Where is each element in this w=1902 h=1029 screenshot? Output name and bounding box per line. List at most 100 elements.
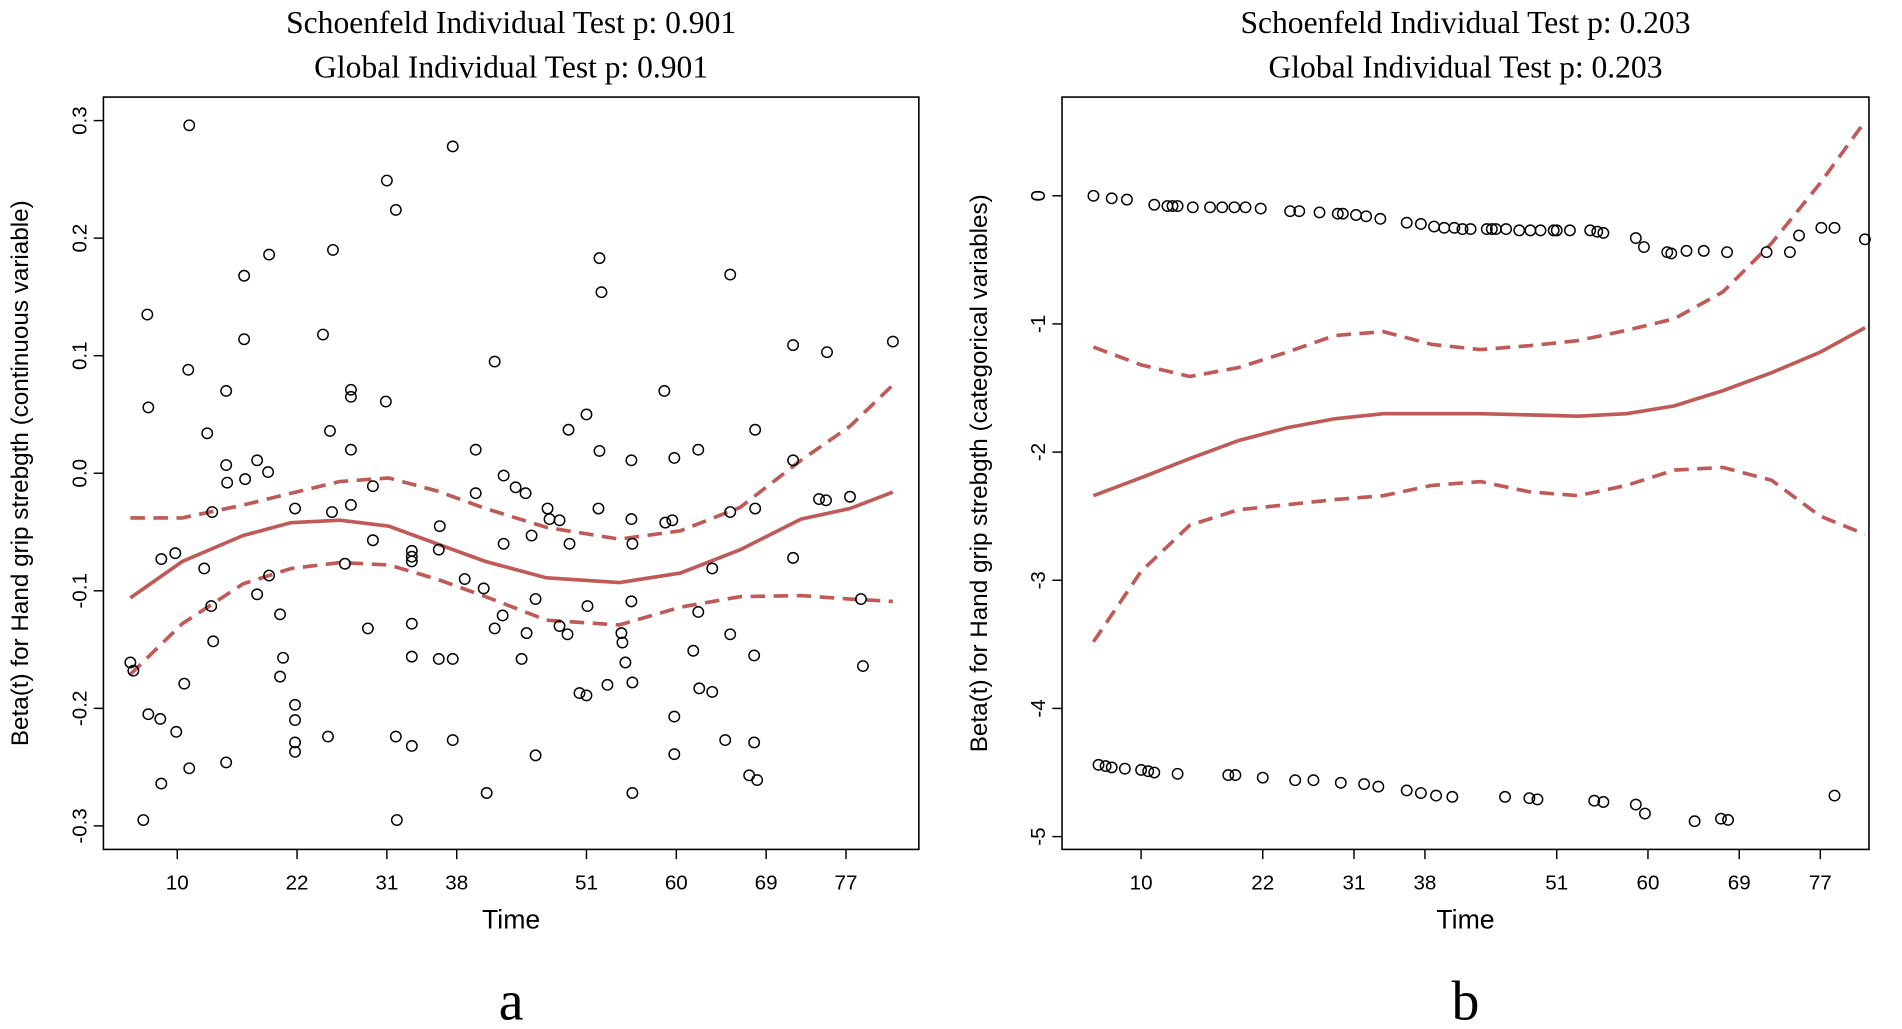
point [263, 569, 276, 582]
point [658, 385, 671, 397]
point [593, 252, 606, 265]
point [405, 740, 418, 752]
point [488, 355, 501, 368]
point [327, 243, 339, 256]
point [525, 529, 538, 542]
point [469, 487, 482, 500]
point [1360, 210, 1373, 223]
point [289, 502, 301, 515]
point [1597, 796, 1610, 808]
point [1239, 201, 1252, 214]
point [1284, 205, 1297, 218]
point [317, 328, 329, 341]
point [619, 656, 632, 669]
x-tick-label: 10 [1130, 871, 1153, 894]
point [1400, 784, 1413, 797]
y-tick-label: 0.2 [68, 224, 91, 253]
point [207, 635, 220, 648]
y-tick-label: -0.3 [68, 808, 91, 844]
point [154, 712, 167, 725]
point [274, 670, 287, 683]
point [592, 502, 605, 515]
point [1534, 224, 1547, 237]
chart-title: Schoenfeld Individual Test p: 0.901 [286, 5, 736, 40]
x-axis-label: Time [482, 904, 540, 934]
confidence-band-line [1092, 120, 1867, 379]
x-tick-label: 38 [445, 871, 468, 894]
y-tick-label: 0.3 [68, 106, 91, 135]
point [595, 286, 608, 299]
point [477, 582, 490, 595]
point [1414, 787, 1427, 799]
point [432, 543, 445, 556]
point [749, 502, 762, 515]
point [692, 606, 705, 618]
point [251, 454, 264, 467]
point [666, 514, 679, 527]
point [182, 363, 195, 376]
point [124, 656, 137, 669]
x-tick-label: 60 [1637, 871, 1660, 894]
point [601, 678, 614, 691]
point [626, 537, 639, 550]
point [1254, 202, 1267, 215]
point [1087, 189, 1100, 202]
y-tick-label: 0 [1027, 190, 1050, 201]
point [137, 814, 150, 826]
point [1334, 776, 1347, 789]
point [562, 423, 575, 436]
point [238, 269, 251, 282]
x-tick-label: 31 [1343, 871, 1366, 894]
point [820, 494, 832, 507]
point [553, 620, 566, 633]
point [615, 627, 628, 640]
x-tick-label: 77 [1809, 871, 1832, 894]
point [344, 390, 357, 403]
point [581, 600, 594, 613]
plot-frame [102, 96, 920, 851]
point [251, 588, 264, 601]
point [289, 736, 301, 749]
point [1142, 765, 1155, 778]
point [1715, 812, 1727, 825]
point [198, 562, 211, 575]
point [1523, 792, 1536, 805]
point [1665, 247, 1678, 260]
y-tick-label: -0.1 [68, 573, 91, 609]
point [821, 346, 833, 359]
x-tick-label: 22 [1251, 871, 1274, 894]
point [405, 555, 418, 568]
point [1372, 780, 1385, 793]
point [322, 730, 334, 743]
point [379, 395, 392, 408]
point [692, 443, 705, 456]
point [1721, 246, 1733, 259]
point [1531, 793, 1544, 806]
chart-title: Schoenfeld Individual Test p: 0.203 [1241, 5, 1691, 40]
point [344, 499, 357, 511]
point [324, 424, 336, 437]
y-tick-label: -0.2 [68, 691, 91, 727]
point [1760, 246, 1773, 259]
point [289, 698, 301, 711]
x-tick-label: 51 [575, 871, 598, 894]
point [221, 476, 234, 489]
point [1289, 774, 1302, 787]
panel-label: a [499, 970, 524, 1029]
point [366, 480, 379, 493]
point [626, 787, 639, 799]
plot-frame [1061, 96, 1870, 851]
point [127, 664, 140, 677]
point [263, 248, 276, 261]
point [724, 268, 737, 281]
point [446, 734, 459, 747]
point [169, 547, 182, 560]
confidence-band-line [1091, 465, 1866, 643]
point [1688, 815, 1701, 828]
point [553, 514, 566, 527]
point [543, 513, 556, 526]
y-tick-label: 0.1 [68, 341, 91, 370]
point [1222, 769, 1235, 782]
point [1485, 223, 1498, 236]
